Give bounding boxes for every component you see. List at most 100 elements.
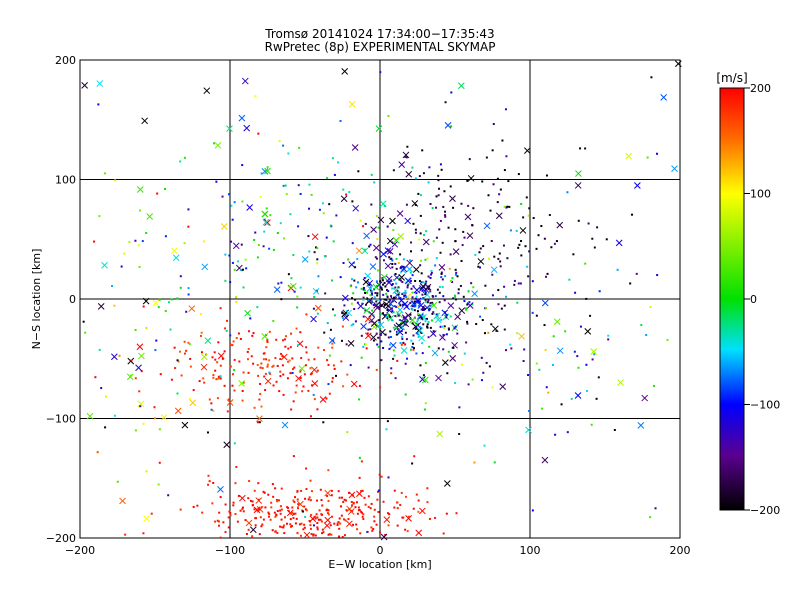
data-point-dot bbox=[377, 226, 380, 229]
data-point-dot bbox=[200, 351, 203, 354]
data-point-dot bbox=[364, 343, 367, 346]
data-point-cross bbox=[444, 122, 452, 129]
data-point-dot bbox=[259, 516, 262, 519]
data-point-dot bbox=[371, 309, 374, 312]
data-point-cross bbox=[541, 299, 549, 307]
data-point-dot bbox=[380, 475, 383, 478]
data-point-dot bbox=[269, 214, 272, 217]
data-point-dot bbox=[590, 423, 593, 426]
data-point-dot bbox=[438, 187, 441, 190]
data-point-dot bbox=[566, 191, 569, 194]
data-point-dot bbox=[418, 300, 421, 303]
data-point-cross bbox=[111, 353, 118, 361]
data-point-dot bbox=[260, 172, 263, 175]
data-point-dot bbox=[363, 496, 366, 499]
data-point-cross bbox=[370, 334, 377, 341]
data-point-cross bbox=[431, 349, 439, 357]
data-point-dot bbox=[376, 302, 379, 305]
data-point-dot bbox=[289, 523, 292, 526]
data-point-dot bbox=[213, 351, 216, 354]
data-point-dot bbox=[362, 517, 365, 520]
data-point-dot bbox=[414, 177, 417, 180]
data-point-dot bbox=[242, 381, 245, 384]
data-point-dot bbox=[270, 506, 273, 509]
data-point-dot bbox=[219, 536, 222, 539]
data-point-dot bbox=[96, 451, 99, 454]
data-point-dot bbox=[553, 242, 556, 245]
data-point-dot bbox=[491, 149, 494, 152]
data-point-dot bbox=[356, 257, 359, 260]
data-point-dot bbox=[185, 310, 188, 313]
data-point-dot bbox=[113, 304, 116, 307]
data-point-dot bbox=[545, 386, 548, 389]
data-point-dot bbox=[457, 292, 460, 295]
data-point-dot bbox=[239, 268, 242, 271]
data-point-dot bbox=[362, 296, 365, 299]
data-point-cross bbox=[348, 491, 356, 499]
data-point-cross bbox=[625, 152, 632, 160]
data-point-dot bbox=[262, 490, 265, 493]
data-point-cross bbox=[264, 167, 271, 175]
data-point-dot bbox=[406, 530, 409, 533]
data-point-dot bbox=[183, 242, 186, 245]
data-point-dot bbox=[497, 289, 500, 292]
data-point-cross bbox=[351, 144, 359, 151]
data-point-dot bbox=[426, 323, 429, 326]
data-point-cross bbox=[524, 147, 531, 154]
data-point-dot bbox=[370, 290, 373, 293]
data-point-dot bbox=[183, 156, 186, 159]
data-point-dot bbox=[279, 505, 282, 508]
data-point-dot bbox=[254, 95, 257, 98]
data-point-dot bbox=[487, 257, 490, 260]
x-axis-label: E−W location [km] bbox=[328, 558, 431, 571]
data-point-dot bbox=[524, 245, 527, 248]
data-point-dot bbox=[279, 375, 282, 378]
data-point-dot bbox=[292, 254, 295, 257]
data-point-dot bbox=[263, 375, 266, 378]
data-point-dot bbox=[404, 289, 407, 292]
data-point-dot bbox=[212, 481, 215, 484]
data-point-dot bbox=[241, 268, 244, 271]
data-point-cross bbox=[295, 375, 302, 382]
data-point-cross bbox=[374, 304, 381, 312]
data-point-dot bbox=[522, 360, 525, 363]
data-point-dot bbox=[343, 518, 346, 521]
data-point-cross bbox=[348, 261, 356, 268]
data-point-dot bbox=[104, 426, 107, 429]
data-point-dot bbox=[262, 245, 265, 248]
data-point-dot bbox=[479, 247, 482, 250]
data-point-dot bbox=[169, 328, 172, 331]
data-point-dot bbox=[266, 166, 269, 169]
data-point-dot bbox=[356, 512, 359, 515]
data-point-dot bbox=[367, 328, 370, 331]
data-point-dot bbox=[465, 307, 468, 310]
data-point-dot bbox=[404, 528, 407, 531]
data-point-dot bbox=[291, 506, 294, 509]
data-point-dot bbox=[179, 286, 182, 289]
data-point-dot bbox=[210, 408, 213, 411]
data-point-dot bbox=[267, 493, 270, 496]
data-point-dot bbox=[187, 293, 190, 296]
data-point-dot bbox=[502, 244, 505, 247]
data-point-dot bbox=[394, 315, 397, 318]
data-point-dot bbox=[307, 389, 310, 392]
data-point-dot bbox=[586, 389, 589, 392]
data-point-cross bbox=[391, 240, 399, 248]
data-point-dot bbox=[347, 518, 350, 521]
data-point-dot bbox=[297, 225, 300, 228]
data-point-dot bbox=[438, 228, 441, 231]
data-point-dot bbox=[382, 259, 385, 262]
data-point-dot bbox=[93, 240, 96, 243]
data-point-dot bbox=[348, 191, 351, 194]
data-point-dot bbox=[300, 522, 303, 525]
data-point-dot bbox=[399, 504, 402, 507]
data-point-cross bbox=[255, 497, 263, 504]
data-point-dot bbox=[187, 208, 190, 211]
data-point-dot bbox=[373, 296, 376, 299]
data-point-dot bbox=[356, 281, 359, 284]
data-point-dot bbox=[290, 408, 293, 411]
data-point-dot bbox=[216, 519, 219, 522]
data-point-cross bbox=[380, 533, 388, 541]
